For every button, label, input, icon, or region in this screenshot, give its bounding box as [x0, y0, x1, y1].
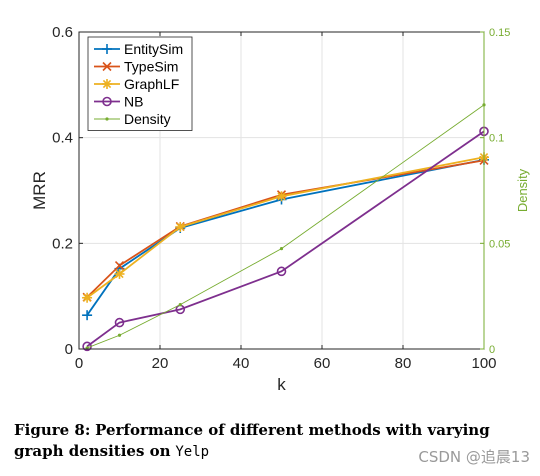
data-point-nb [276, 266, 287, 277]
data-point-graphlf [276, 191, 287, 202]
y-axis-label: MRR [30, 171, 49, 210]
series-typesim [82, 155, 489, 302]
data-point-density [178, 303, 182, 307]
data-point-density [279, 247, 284, 251]
y-tick-label: 0.6 [52, 24, 73, 41]
legend-item: TypeSim [94, 59, 178, 75]
watermark: CSDN @追晨13 [418, 448, 530, 466]
legend-item: NB [94, 94, 143, 110]
legend-label: Density [124, 111, 171, 127]
data-point-typesim [114, 260, 125, 271]
series-group [82, 103, 489, 352]
data-point-graphlf [82, 292, 93, 303]
legend-label: TypeSim [124, 59, 178, 75]
x-tick-label: 0 [75, 355, 83, 372]
legend-label: GraphLF [124, 76, 179, 92]
figure-caption: Figure 8: Performance of different metho… [14, 420, 526, 463]
legend-label: NB [124, 94, 143, 110]
data-point-nb [114, 317, 125, 328]
y2-tick-label: 0.15 [489, 27, 510, 39]
caption-text: Performance of different methods with va… [14, 421, 490, 460]
data-point-graphlf [114, 268, 125, 279]
data-point-graphlf [175, 221, 186, 232]
series-line-graphlf [86, 156, 485, 299]
data-point-entitysim [82, 310, 93, 321]
legend-marker [102, 61, 112, 72]
legend-marker [102, 79, 112, 89]
series-density [85, 103, 486, 350]
series-entitysim [82, 154, 489, 321]
x-tick-label: 20 [152, 355, 169, 372]
x-axis-label: k [277, 375, 286, 394]
y2-axis-label: Density [515, 168, 530, 212]
y-tick-label: 0 [65, 341, 73, 358]
x-tick-label: 60 [314, 355, 331, 372]
x-tick-label: 80 [395, 355, 412, 372]
caption-dataset: Yelp [175, 444, 210, 460]
series-nb [82, 126, 489, 352]
data-point-density [117, 333, 122, 337]
legend-marker [102, 96, 112, 107]
caption-label: Figure 8: [14, 421, 91, 439]
series-line-density [86, 104, 485, 349]
y-tick-label: 0.2 [52, 235, 73, 252]
legend-item: EntitySim [94, 41, 183, 57]
y-tick-label: 0.4 [52, 130, 73, 147]
legend-label: EntitySim [124, 41, 183, 57]
series-line-nb [86, 130, 485, 348]
series-graphlf [82, 152, 489, 303]
y2-tick-label: 0.1 [489, 133, 504, 145]
legend-item: GraphLF [94, 76, 179, 92]
series-line-typesim [86, 159, 485, 298]
legend-marker [102, 44, 112, 54]
legend-item: Density [94, 111, 171, 127]
y2-tick-label: 0.05 [489, 238, 510, 250]
x-tick-label: 40 [233, 355, 250, 372]
legend-marker [105, 117, 109, 121]
series-line-entitysim [86, 158, 485, 316]
y2-tick-label: 0 [489, 344, 495, 356]
x-tick-label: 100 [471, 355, 496, 372]
